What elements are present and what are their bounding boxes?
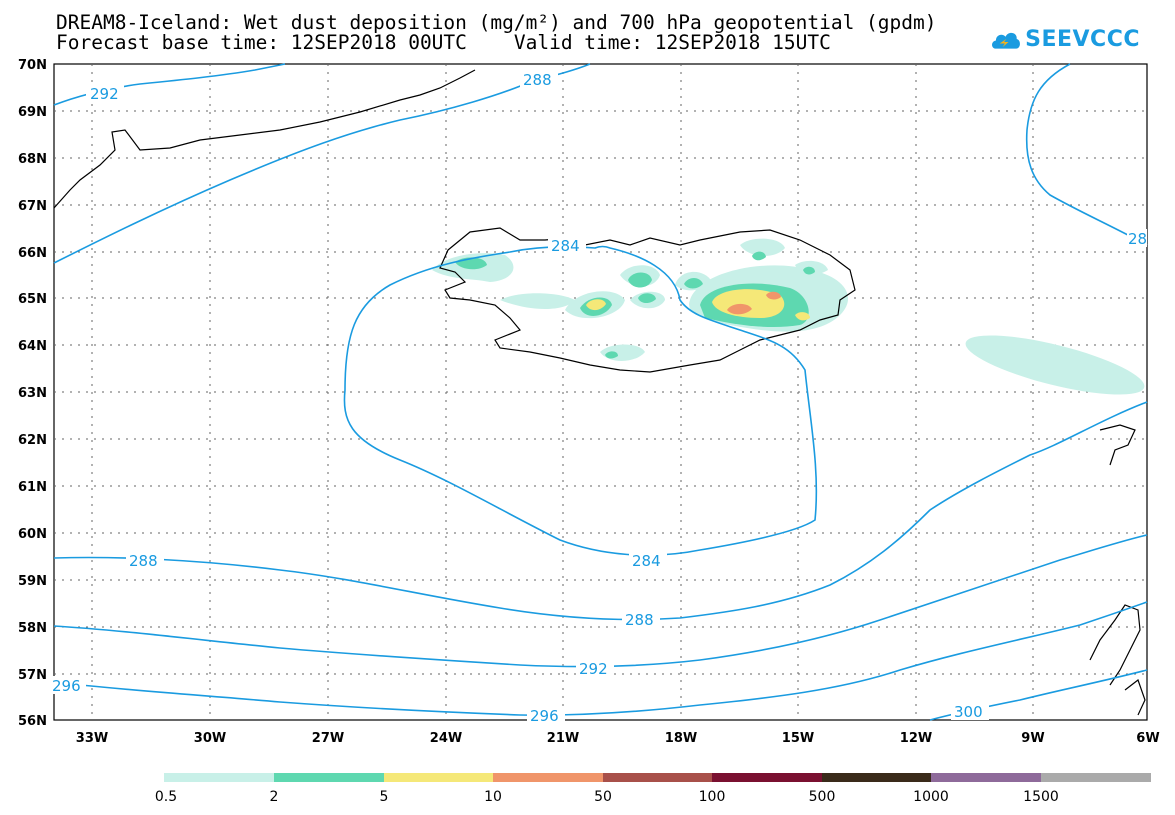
- lat-label: 59N: [18, 574, 47, 589]
- map-frame: [53, 63, 1148, 721]
- lon-label: 15W: [782, 731, 814, 746]
- lat-label: 56N: [18, 714, 47, 729]
- contour-label: 296: [530, 707, 559, 725]
- lat-label: 63N: [18, 386, 47, 401]
- legend-swatch: [712, 773, 822, 782]
- map-title: DREAM8-Iceland: Wet dust deposition (mg/…: [56, 11, 937, 34]
- legend-swatch: [822, 773, 931, 782]
- legend-swatch: [274, 773, 384, 782]
- lon-label: 33W: [76, 731, 108, 746]
- lat-label: 69N: [18, 105, 47, 120]
- legend-label: 1000: [913, 789, 949, 805]
- longitude-labels: 33W 30W 27W 24W 21W 18W 15W 12W 9W 6W: [76, 731, 1160, 746]
- contour-label: 288: [129, 552, 158, 570]
- lat-label: 66N: [18, 246, 47, 261]
- lat-label: 67N: [18, 199, 47, 214]
- color-legend: 0.5 2 5 10 50 100 500 1000 1500: [155, 773, 1151, 805]
- legend-label: 0.5: [155, 789, 177, 805]
- contour-label: 28: [1128, 230, 1147, 248]
- lat-label: 64N: [18, 339, 47, 354]
- lon-label: 21W: [547, 731, 579, 746]
- lat-label: 62N: [18, 433, 47, 448]
- dust-deposition-field: [432, 238, 1145, 395]
- contour-label: 288: [625, 611, 654, 629]
- legend-label: 5: [380, 789, 389, 805]
- contour-label: 296: [52, 677, 81, 695]
- legend-swatch: [493, 773, 603, 782]
- lat-label: 68N: [18, 152, 47, 167]
- coastlines: [53, 69, 1146, 716]
- logo-text: SEEVCCC: [1025, 26, 1140, 52]
- lat-label: 60N: [18, 527, 47, 542]
- legend-swatch: [1041, 773, 1151, 782]
- lat-label: 57N: [18, 668, 47, 683]
- lat-label: 61N: [18, 480, 47, 495]
- lat-label: 65N: [18, 292, 47, 307]
- lon-label: 18W: [665, 731, 697, 746]
- cloud-icon: [992, 32, 1020, 49]
- legend-label: 10: [484, 789, 502, 805]
- graticule: [54, 64, 1147, 720]
- contour-label: 292: [90, 85, 119, 103]
- seevccc-logo: SEEVCCC: [990, 20, 1140, 58]
- map-subtitle: Forecast base time: 12SEP2018 00UTC Vali…: [56, 31, 831, 54]
- contour-label: 284: [632, 552, 661, 570]
- lon-label: 9W: [1021, 731, 1044, 746]
- legend-label: 50: [594, 789, 612, 805]
- legend-label: 1500: [1023, 789, 1059, 805]
- legend-label: 100: [699, 789, 726, 805]
- contour-label: 284: [551, 237, 580, 255]
- lat-label: 58N: [18, 621, 47, 636]
- contour-label: 300: [954, 703, 983, 721]
- contour-label: 288: [523, 71, 552, 89]
- latitude-labels: 70N 69N 68N 67N 66N 65N 64N 63N 62N 61N …: [18, 58, 47, 729]
- lon-label: 6W: [1136, 731, 1159, 746]
- contour-labels: 292 288 284 284 288 288 292 296 296 300 …: [52, 70, 1147, 725]
- lon-label: 27W: [312, 731, 344, 746]
- lat-label: 70N: [18, 58, 47, 73]
- legend-swatch: [164, 773, 274, 782]
- legend-swatch: [603, 773, 712, 782]
- contour-label: 292: [579, 660, 608, 678]
- lon-label: 24W: [430, 731, 462, 746]
- legend-swatch: [931, 773, 1041, 782]
- legend-label: 500: [809, 789, 836, 805]
- legend-label: 2: [270, 789, 279, 805]
- lon-label: 30W: [194, 731, 226, 746]
- lon-label: 12W: [900, 731, 932, 746]
- legend-swatch: [384, 773, 493, 782]
